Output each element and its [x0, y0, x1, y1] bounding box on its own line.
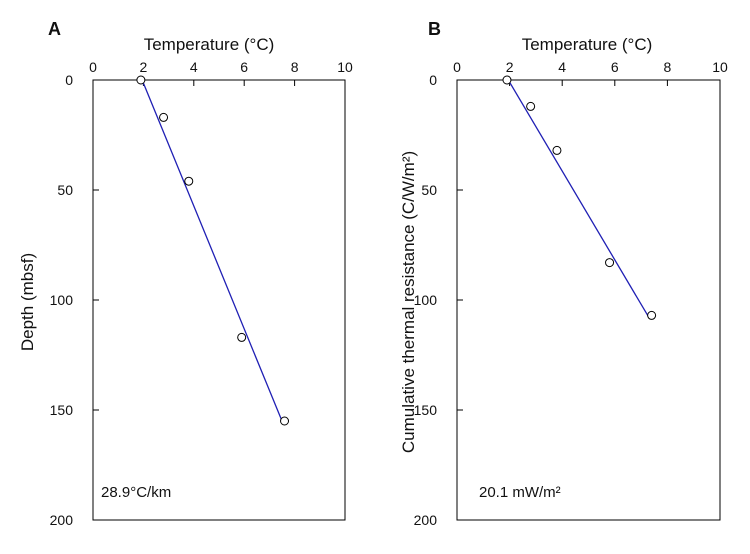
- y-tick-label: 100: [414, 292, 438, 308]
- data-point: [502, 75, 512, 85]
- y-tick-label: 50: [57, 182, 73, 198]
- x-tick-label: 4: [558, 59, 566, 75]
- y-tick-label: 100: [50, 292, 74, 308]
- data-point: [136, 75, 146, 85]
- panel-label-a: A: [48, 19, 61, 39]
- y-tick-label: 0: [429, 72, 437, 88]
- x-tick-label: 10: [712, 59, 728, 75]
- data-point: [159, 112, 169, 122]
- y-tick-label: 200: [50, 512, 74, 528]
- heat-flow-annotation: 20.1 mW/m²: [479, 484, 561, 501]
- data-point: [184, 176, 194, 186]
- y-axis-title-b: Cumulative thermal resistance (C/W/m²): [399, 151, 418, 453]
- data-point: [526, 101, 536, 111]
- data-point: [280, 416, 290, 426]
- x-tick-label: 8: [291, 59, 299, 75]
- y-tick-label: 150: [50, 402, 74, 418]
- plot-frame-a: [92, 79, 346, 521]
- data-point: [237, 332, 247, 342]
- y-axis-title-a: Depth (mbsf): [18, 253, 37, 351]
- x-axis-title-a: Temperature (°C): [144, 35, 275, 54]
- plot-frame-b: [456, 79, 721, 521]
- data-point: [605, 258, 615, 268]
- panel-b: B Temperature (°C) Cumulative thermal re…: [399, 19, 728, 528]
- panel-label-b: B: [428, 19, 441, 39]
- y-tick-label: 0: [65, 72, 73, 88]
- marks-b: [502, 75, 657, 320]
- x-tick-label: 0: [453, 59, 461, 75]
- panel-a: A Temperature (°C) Depth (mbsf) 0 2 4 6 8 100…: [18, 19, 353, 528]
- x-tick-label: 10: [337, 59, 353, 75]
- data-point: [647, 310, 657, 320]
- y-tick-label: 50: [421, 182, 437, 198]
- marks-a: [136, 75, 290, 426]
- x-axis-title-b: Temperature (°C): [522, 35, 653, 54]
- y-tick-label: 150: [414, 402, 438, 418]
- gradient-annotation: 28.9°C/km: [101, 484, 171, 501]
- fit-line: [507, 79, 650, 318]
- x-tick-label: 2: [506, 59, 514, 75]
- fit-line: [141, 79, 283, 422]
- data-point: [552, 145, 562, 155]
- x-tick-label: 6: [611, 59, 619, 75]
- x-tick-label: 2: [140, 59, 148, 75]
- x-tick-label: 4: [190, 59, 198, 75]
- x-tick-label: 8: [664, 59, 672, 75]
- y-tick-label: 200: [414, 512, 438, 528]
- x-tick-label: 6: [240, 59, 248, 75]
- x-tick-label: 0: [89, 59, 97, 75]
